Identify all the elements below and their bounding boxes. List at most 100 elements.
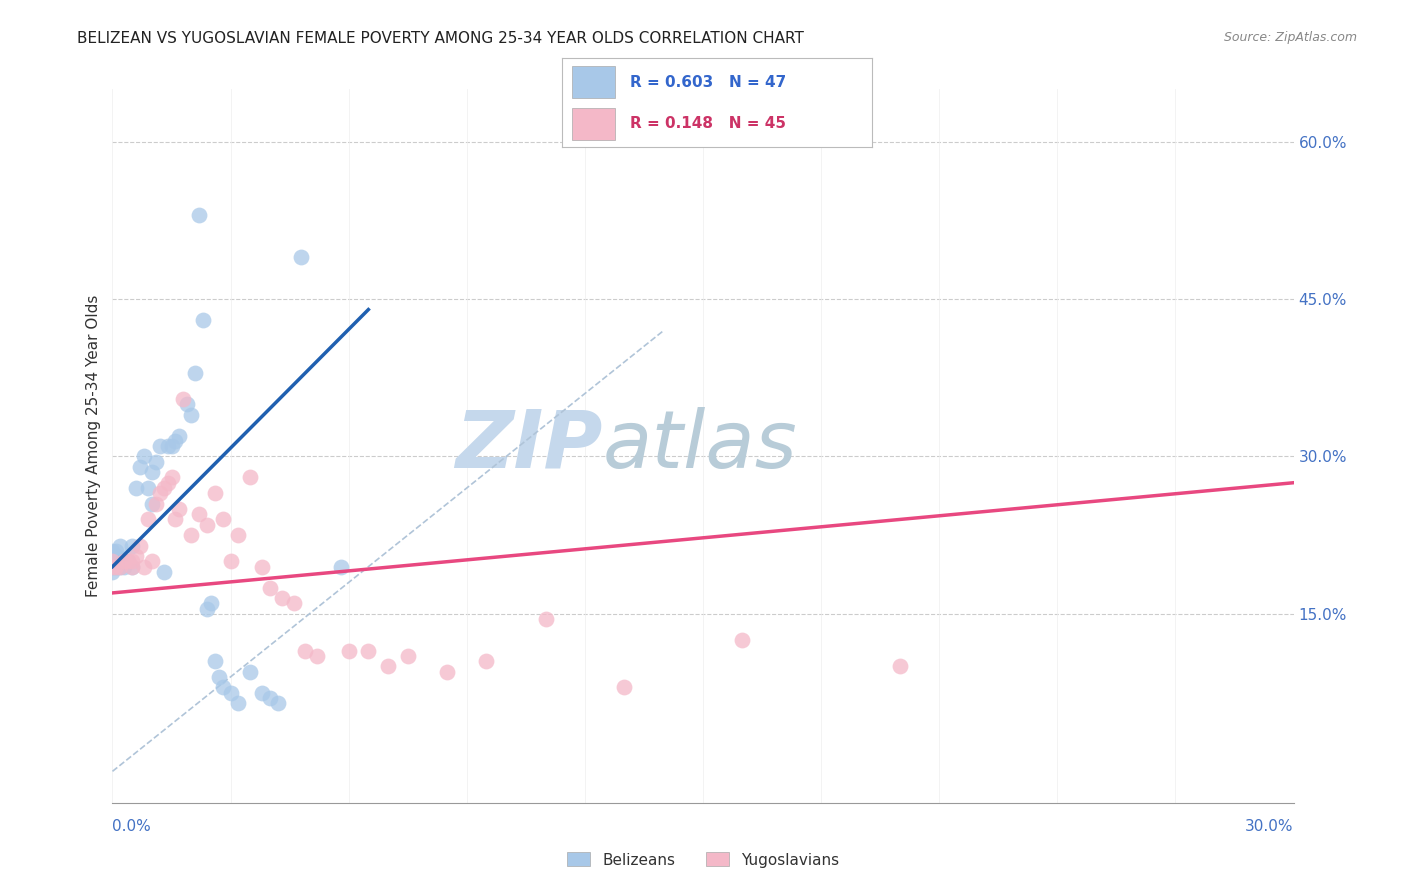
Point (184, 366, 207, 380)
Point (211, 681, 233, 695)
Point (169, 428, 191, 442)
Point (132, 559, 155, 574)
Point (110, 559, 132, 574)
Point (172, 392, 194, 406)
Point (152, 565, 174, 579)
Point (132, 450, 155, 464)
Point (125, 481, 148, 495)
Point (195, 601, 218, 615)
Point (105, 544, 128, 558)
Point (160, 470, 183, 484)
Point (357, 643, 380, 657)
Bar (572, 66, 614, 98)
Point (267, 696, 290, 710)
Text: ZIP: ZIP (456, 407, 603, 485)
Point (105, 554, 128, 568)
Point (436, 665, 458, 679)
Point (165, 512, 187, 526)
Point (377, 659, 399, 673)
Point (101, 559, 124, 574)
Point (141, 554, 163, 568)
Point (534, 612, 557, 626)
Point (125, 549, 148, 564)
Point (112, 554, 135, 568)
Text: 30.0%: 30.0% (1246, 819, 1294, 833)
Point (129, 460, 152, 475)
Point (228, 528, 250, 542)
Point (889, 659, 911, 673)
Point (117, 554, 139, 568)
Point (101, 565, 124, 579)
Point (112, 559, 135, 574)
Point (121, 554, 143, 568)
Point (117, 554, 139, 568)
Point (195, 517, 218, 532)
Point (259, 581, 281, 595)
Point (156, 475, 179, 490)
Point (270, 591, 292, 606)
Point (250, 559, 273, 574)
Point (110, 539, 132, 553)
Point (188, 507, 211, 521)
Point (208, 670, 231, 684)
Point (211, 512, 233, 526)
Point (219, 685, 242, 699)
Point (329, 559, 352, 574)
Text: BELIZEAN VS YUGOSLAVIAN FEMALE POVERTY AMONG 25-34 YEAR OLDS CORRELATION CHART: BELIZEAN VS YUGOSLAVIAN FEMALE POVERTY A… (77, 31, 804, 46)
Point (160, 439, 183, 453)
Point (180, 408, 202, 422)
Point (219, 554, 242, 568)
Text: 0.0%: 0.0% (112, 819, 152, 833)
Point (228, 696, 250, 710)
Point (105, 559, 128, 574)
Point (191, 313, 214, 327)
Point (110, 559, 132, 574)
Point (396, 648, 419, 663)
Point (121, 559, 143, 574)
Point (204, 654, 226, 668)
Point (112, 554, 135, 568)
Point (169, 502, 191, 516)
Point (136, 481, 159, 495)
Point (204, 486, 226, 500)
Legend: Belizeans, Yugoslavians: Belizeans, Yugoslavians (561, 847, 845, 873)
Point (149, 439, 172, 453)
Point (337, 643, 360, 657)
Point (200, 596, 222, 610)
Point (101, 559, 124, 574)
Point (110, 551, 132, 566)
Point (475, 654, 498, 668)
Point (136, 512, 159, 526)
Point (188, 208, 211, 222)
Point (152, 481, 174, 495)
Text: R = 0.603   N = 47: R = 0.603 N = 47 (630, 75, 787, 89)
Point (145, 455, 167, 469)
Point (101, 544, 124, 558)
Text: Source: ZipAtlas.com: Source: ZipAtlas.com (1223, 31, 1357, 45)
Point (294, 643, 316, 657)
Point (613, 681, 636, 695)
Point (156, 439, 179, 453)
Point (121, 559, 143, 574)
Point (239, 470, 262, 484)
Point (180, 528, 202, 542)
Point (250, 685, 273, 699)
Point (101, 554, 124, 568)
Text: R = 0.148   N = 45: R = 0.148 N = 45 (630, 117, 786, 131)
Point (290, 250, 312, 264)
Point (101, 554, 124, 568)
Point (105, 549, 128, 564)
Point (283, 596, 305, 610)
Point (307, 648, 329, 663)
Point (129, 539, 152, 553)
Point (105, 559, 128, 574)
Point (731, 633, 754, 648)
Point (149, 486, 172, 500)
Point (259, 690, 281, 705)
Point (141, 497, 163, 511)
Y-axis label: Female Poverty Among 25-34 Year Olds: Female Poverty Among 25-34 Year Olds (86, 295, 101, 597)
Point (145, 497, 167, 511)
Point (121, 539, 143, 553)
Point (141, 465, 163, 479)
Point (176, 397, 198, 411)
